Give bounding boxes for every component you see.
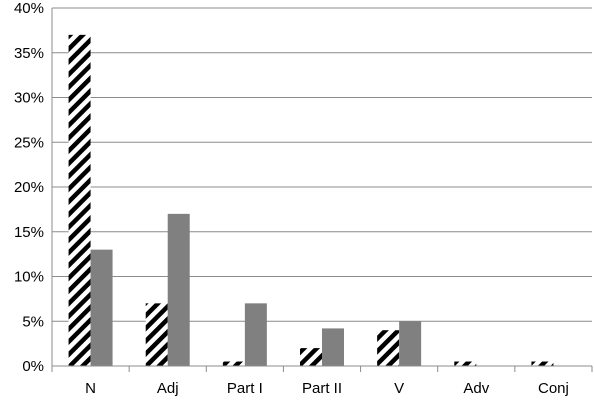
y-tick-label: 25%	[14, 134, 44, 151]
bar-hatched	[145, 303, 168, 366]
x-tick-label: N	[85, 380, 96, 397]
bar-solid	[399, 321, 422, 366]
bar-hatched	[68, 34, 91, 366]
bar-hatched	[222, 361, 245, 366]
y-tick-label: 0%	[22, 358, 44, 375]
x-tick-label: Part II	[302, 380, 342, 397]
y-tick-label: 15%	[14, 224, 44, 241]
axes	[51, 8, 593, 372]
bars	[68, 34, 554, 366]
y-tick-label: 30%	[14, 90, 44, 107]
y-tick-label: 5%	[22, 313, 44, 330]
bar-hatched	[531, 361, 554, 366]
gridlines	[52, 7, 592, 322]
bar-solid	[90, 249, 113, 366]
bar-hatched	[300, 348, 322, 366]
y-tick-labels: 0% 5% 10% 15% 20% 25% 30% 35% 40%	[14, 0, 44, 375]
y-tick-label: 10%	[14, 269, 44, 286]
bar-hatched	[377, 330, 400, 366]
y-tick-label: 20%	[14, 179, 44, 196]
bar-solid	[167, 213, 190, 366]
bar-hatched	[454, 361, 477, 366]
x-tick-labels: N Adj Part I Part II V Adv Conj	[85, 380, 569, 397]
x-tick-label: Conj	[538, 380, 569, 397]
x-tick-label: Part I	[227, 380, 263, 397]
y-tick-label: 35%	[14, 45, 44, 62]
x-tick-label: Adv	[463, 380, 489, 397]
y-tick-label: 40%	[14, 0, 44, 17]
bar-solid	[322, 328, 344, 366]
bar-solid	[244, 303, 267, 366]
x-tick-label: V	[394, 380, 404, 397]
x-tick-label: Adj	[157, 380, 179, 397]
